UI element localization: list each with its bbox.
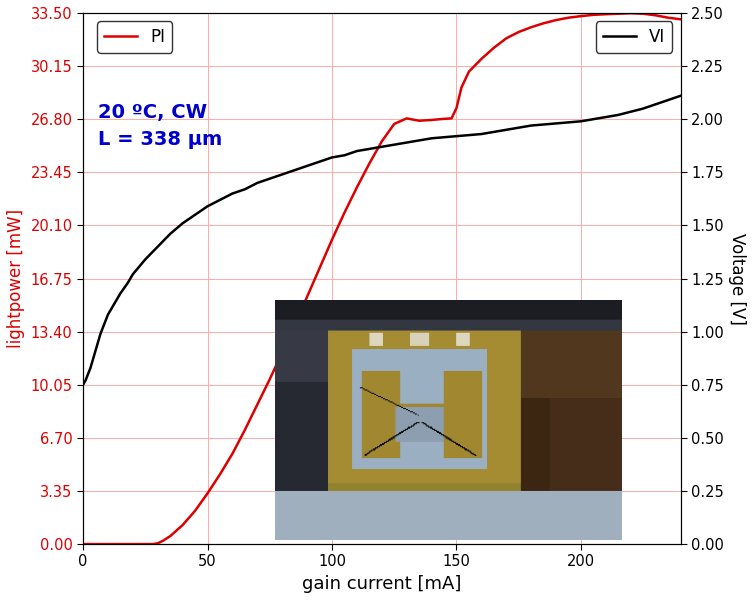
- VI: [84, 371, 93, 378]
- VI: [676, 92, 685, 100]
- PI: [602, 11, 611, 18]
- VI: [78, 381, 87, 388]
- VI: [328, 154, 337, 161]
- VI: [477, 130, 486, 137]
- PI: [228, 450, 237, 457]
- VI: [141, 256, 150, 263]
- PI: [78, 541, 87, 548]
- PI: [676, 16, 685, 23]
- PI: [626, 10, 636, 17]
- VI: [93, 338, 102, 346]
- X-axis label: gain current [mA]: gain current [mA]: [302, 575, 462, 593]
- PI: [440, 115, 449, 122]
- Line: PI: PI: [83, 13, 681, 544]
- Legend: PI: PI: [97, 21, 172, 53]
- Legend: VI: VI: [596, 21, 672, 53]
- Text: 20 ºC, CW
L = 338 μm: 20 ºC, CW L = 338 μm: [98, 103, 222, 149]
- Line: VI: VI: [83, 96, 681, 385]
- Y-axis label: Voltage [V]: Voltage [V]: [728, 233, 746, 325]
- Y-axis label: lightpower [mW]: lightpower [mW]: [7, 209, 25, 348]
- PI: [452, 104, 461, 112]
- PI: [427, 116, 436, 124]
- VI: [101, 317, 110, 325]
- PI: [526, 23, 535, 31]
